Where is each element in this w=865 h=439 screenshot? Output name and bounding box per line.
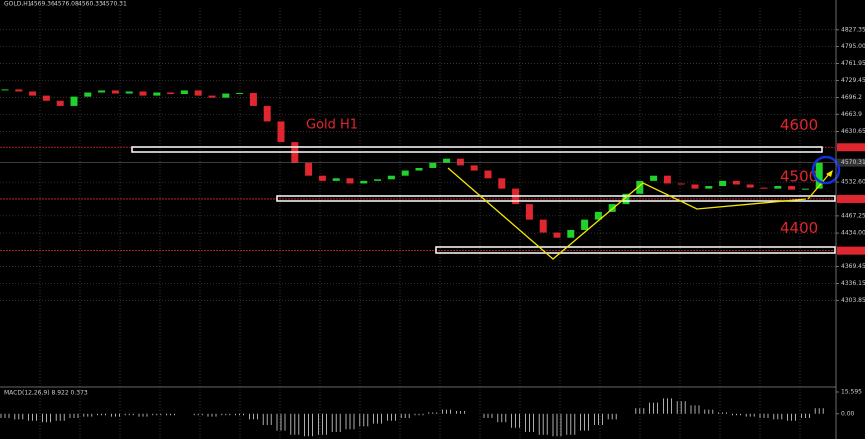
level-label: 4600 [780, 116, 818, 134]
candle [249, 93, 257, 106]
candle [484, 170, 492, 179]
candle [42, 95, 50, 101]
candle [705, 186, 713, 189]
candle [277, 121, 285, 143]
candle [125, 91, 133, 94]
y-tick-label: 4336.15 [841, 280, 865, 287]
ohlc-low: 4560.33 [78, 1, 103, 8]
zone-box [435, 246, 836, 254]
candle [236, 93, 244, 95]
highlight-circle [811, 155, 841, 185]
y-tick-label: 4729.45 [841, 77, 865, 84]
candle [360, 180, 368, 184]
candle [15, 89, 23, 92]
candle [774, 186, 782, 189]
current-price-tag [837, 158, 865, 167]
candle [801, 188, 809, 190]
candle [194, 90, 202, 96]
y-tick-label: 4434.00 [841, 230, 865, 237]
candle [387, 175, 395, 180]
candle [594, 211, 602, 220]
candle [401, 170, 409, 176]
candle [111, 90, 119, 94]
candle [167, 92, 175, 95]
zone-box [131, 146, 823, 153]
y-tick-label: 4761.95 [841, 60, 865, 67]
level-tag [837, 143, 865, 152]
candle [746, 184, 754, 188]
candle [788, 186, 796, 190]
candle [56, 100, 64, 106]
symbol: GOLD,H1 [4, 1, 32, 8]
candle [429, 162, 437, 168]
grid [0, 8, 835, 439]
candle [663, 175, 671, 184]
y-tick-label: 4467.25 [841, 212, 865, 219]
candle [318, 175, 326, 181]
y-tick-label: 4303.85 [841, 297, 865, 304]
candle [29, 91, 37, 96]
candle [153, 92, 161, 96]
candle [732, 180, 740, 185]
arrow-head [826, 170, 833, 177]
candle [636, 180, 644, 194]
level-tag [837, 194, 865, 203]
y-tick-label: 4630.65 [841, 128, 865, 135]
chart-title: Gold H1 [306, 118, 358, 133]
y-tick-label: 4696.2 [841, 94, 862, 101]
candle [470, 165, 478, 171]
candle [70, 96, 78, 106]
ohlc-open: 4569.36 [30, 1, 55, 8]
candle [84, 92, 92, 97]
y-tick-label: 0.00 [841, 410, 855, 417]
candle [346, 178, 354, 184]
ohlc-high: 4576.08 [54, 1, 79, 8]
candle [553, 232, 561, 238]
current-price-label: 4570.31 [841, 159, 865, 166]
candle [567, 229, 575, 238]
candle [608, 204, 616, 212]
candle [815, 162, 823, 189]
level-label: 4400 [780, 219, 818, 237]
candle [374, 179, 382, 181]
y-tick-label: 4827.35 [841, 26, 865, 33]
candle [719, 180, 727, 187]
y-tick-label: 4369.45 [841, 263, 865, 270]
marks: 4570.31 [0, 89, 865, 437]
macd-title: MACD(12,26,9) 8.922 0.373 [4, 390, 88, 397]
candle [691, 184, 699, 189]
y-tick-label: 4532.60 [841, 179, 865, 186]
level-label: 4500 [780, 167, 818, 185]
candle [581, 219, 589, 230]
candle [677, 183, 685, 185]
candle [180, 90, 188, 95]
candle [98, 90, 106, 93]
candle [525, 204, 533, 220]
candle [622, 193, 630, 205]
candle [650, 175, 658, 181]
y-tick-label: 4663.9 [841, 111, 862, 118]
candle [263, 105, 271, 122]
wave-line [447, 167, 807, 260]
y-tick-label: 4795.00 [841, 43, 865, 50]
candle [305, 162, 313, 176]
arrow-line [807, 172, 831, 200]
candle [498, 178, 506, 189]
candle [415, 167, 423, 171]
candle [456, 158, 464, 166]
candle [332, 178, 340, 181]
candle [539, 219, 547, 233]
ohlc-close: 4570.31 [102, 1, 127, 8]
candle [760, 187, 768, 189]
level-tag [837, 246, 865, 255]
candle [1, 89, 9, 91]
candle [139, 91, 147, 96]
candle [222, 93, 230, 98]
candle [208, 95, 216, 98]
zone-box [276, 195, 836, 202]
y-tick-label: 15.595 [841, 388, 862, 395]
candle [443, 158, 451, 163]
